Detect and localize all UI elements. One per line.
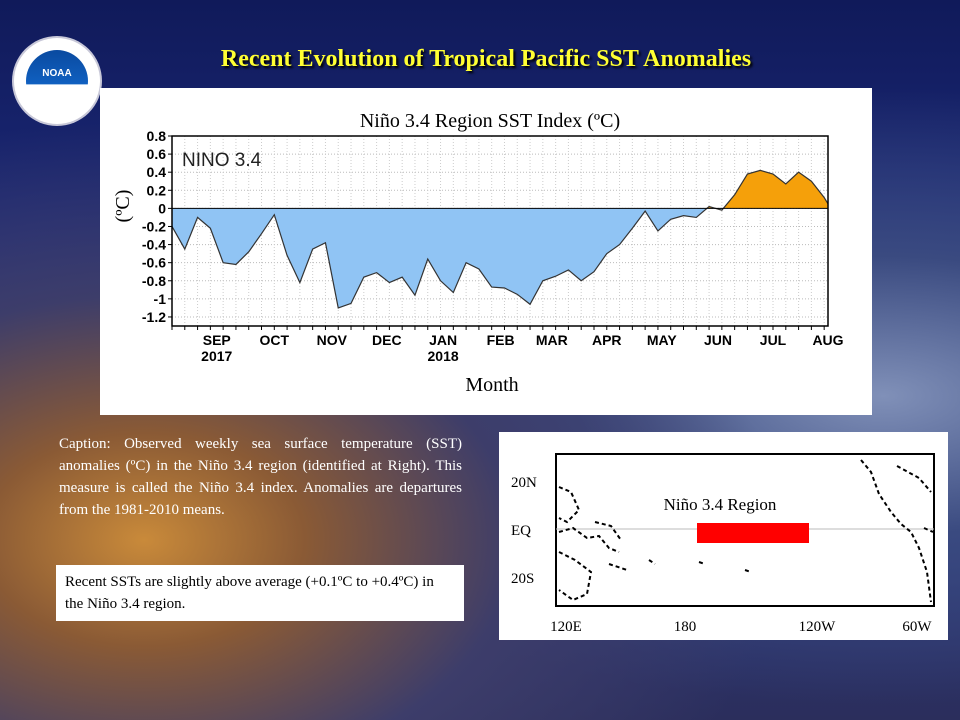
y-tick-label-4: 0 xyxy=(158,200,166,216)
negative-anomaly-area xyxy=(172,208,828,308)
nino34-chart-panel: Niño 3.4 Region SST Index (ºC) 0.8 0.6 0.4… xyxy=(100,88,872,415)
lon-label-180: 180 xyxy=(674,619,697,635)
y-tick-label-5: -0.2 xyxy=(142,218,166,234)
noaa-logo-emblem: NOAA xyxy=(26,50,88,112)
lat-label-20s: 20S xyxy=(511,571,534,587)
x-tick-label-apr: APR xyxy=(592,332,622,348)
positive-anomaly-area xyxy=(172,170,828,209)
y-tick-label-1: 0.6 xyxy=(147,146,167,162)
x-axis-label: Month xyxy=(465,374,518,396)
y-tick-label-8: -0.8 xyxy=(142,273,166,289)
x-tick-label-jun: JUN xyxy=(704,332,732,348)
summary-note: Recent SSTs are slightly above average (… xyxy=(56,565,464,621)
y-tick-label-6: -0.4 xyxy=(142,237,166,253)
x-tick-label-sep: SEP xyxy=(203,332,231,348)
slide-title: Recent Evolution of Tropical Pacific SST… xyxy=(220,46,752,72)
x-tick-label-jan: JAN xyxy=(429,332,457,348)
y-tick-label-3: 0.2 xyxy=(147,182,167,198)
nino34-chart: Niño 3.4 Region SST Index (ºC) 0.8 0.6 0.4… xyxy=(112,110,844,396)
x-tick-label-nov: NOV xyxy=(317,332,348,348)
x-tick-label-feb: FEB xyxy=(487,332,515,348)
chart-caption: Caption: Observed weekly sea surface tem… xyxy=(59,436,462,518)
x-tick-label-mar: MAR xyxy=(536,332,568,348)
lon-label-120e: 120E xyxy=(550,619,582,635)
x-tick-year-2017: 2017 xyxy=(201,348,232,364)
x-tick-label-dec: DEC xyxy=(372,332,402,348)
chart-inner-label: NINO 3.4 xyxy=(182,150,262,171)
lat-label-eq: EQ xyxy=(511,523,531,539)
x-tick-label-may: MAY xyxy=(647,332,677,348)
y-tick-label-7: -0.6 xyxy=(142,255,166,271)
noaa-logo-text: NOAA xyxy=(42,68,72,79)
lon-label-120w: 120W xyxy=(799,619,837,635)
y-axis-label: (ºC) xyxy=(112,190,134,223)
x-tick-label-aug: AUG xyxy=(812,332,843,348)
y-tick-label-10: -1.2 xyxy=(142,309,166,325)
series-line xyxy=(171,169,829,309)
nino34-map: Niño 3.4 Region 20N EQ 20S 120E 180 120W… xyxy=(511,453,935,635)
map-title: Niño 3.4 Region xyxy=(664,495,777,514)
x-tick-label-jul: JUL xyxy=(760,332,787,348)
plot-area: 0.80.60.40.20-0.2-0.4-0.6-0.8-1-1.2SEP20… xyxy=(142,128,844,364)
y-tick-label-2: 0.4 xyxy=(147,164,167,180)
map-coastlines xyxy=(558,459,934,603)
chart-title: Niño 3.4 Region SST Index (ºC) xyxy=(360,110,620,132)
x-tick-label-oct: OCT xyxy=(260,332,290,348)
nino34-region-box xyxy=(697,523,809,543)
y-tick-label-0: 0.8 xyxy=(147,128,167,144)
y-tick-label-9: -1 xyxy=(154,291,167,307)
x-tick-year-2018: 2018 xyxy=(428,348,459,364)
plot-frame xyxy=(171,135,829,327)
lon-label-60w: 60W xyxy=(902,619,932,635)
noaa-logo: NOAA xyxy=(14,38,100,124)
lat-label-20n: 20N xyxy=(511,475,537,491)
nino34-map-panel: Niño 3.4 Region 20N EQ 20S 120E 180 120W… xyxy=(499,432,948,640)
